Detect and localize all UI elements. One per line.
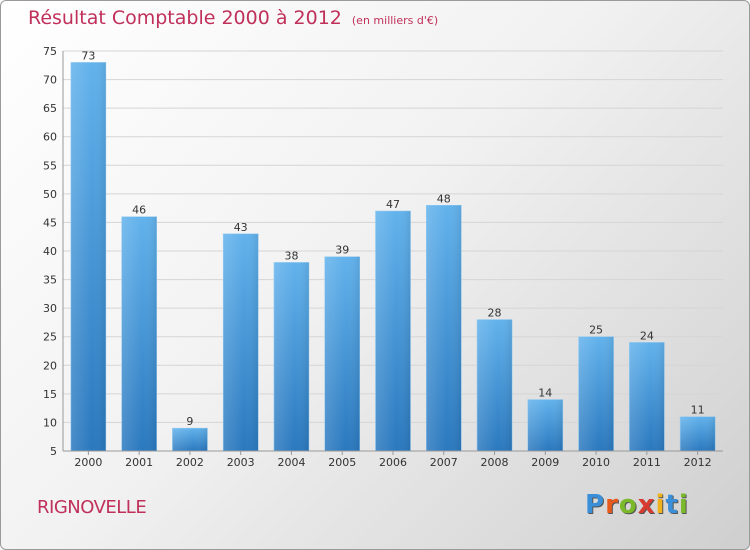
y-axis: 5 10 15 20 25 30 35 40 45 50 55 60 65 70 75	[43, 45, 64, 458]
logo-letter: P	[585, 490, 606, 520]
bar-value-label: 39	[335, 244, 349, 257]
x-tick-label: 2004	[277, 456, 305, 469]
bar-value-label: 43	[234, 221, 248, 234]
y-tick-label: 5	[50, 445, 57, 458]
y-tick-label: 65	[43, 102, 57, 115]
x-tick-label: 2006	[379, 456, 407, 469]
x-axis: 2000 2001 2002 2003 2004 2005 2006 2007 2008 2009…	[63, 450, 723, 469]
y-tick-label: 45	[43, 216, 57, 229]
y-tick-label: 15	[43, 388, 57, 401]
proxiti-logo[interactable]: Proxiti	[585, 490, 689, 520]
logo-letter: i	[678, 490, 689, 520]
x-tick-label: 2012	[684, 456, 712, 469]
bar-value-label: 28	[488, 307, 502, 320]
x-tick-label: 2000	[74, 456, 102, 469]
y-tick-label: 35	[43, 274, 57, 287]
bar-value-label: 9	[186, 415, 193, 428]
bar-shade	[273, 262, 309, 451]
x-tick-label: 2009	[531, 456, 559, 469]
bar-shade	[324, 256, 360, 451]
chart-title: Résultat Comptable 2000 à 2012 (en millie…	[28, 7, 438, 29]
logo-letter: i	[655, 490, 666, 520]
x-tick-label: 2010	[582, 456, 610, 469]
bar-shade	[172, 428, 208, 451]
y-tick-label: 50	[43, 188, 57, 201]
bar-value-label: 48	[437, 192, 451, 205]
y-tick-label: 20	[43, 359, 57, 372]
y-tick-label: 10	[43, 416, 57, 429]
bar-value-label: 47	[386, 198, 400, 211]
logo-letter: t	[665, 490, 679, 520]
bar-shade	[375, 211, 411, 451]
bar-shade	[70, 62, 106, 452]
chart-unit-note: (en milliers d'€)	[351, 14, 439, 27]
x-tick-label: 2005	[328, 456, 356, 469]
bar-value-label: 46	[132, 204, 146, 217]
bar-value-label: 73	[81, 49, 95, 62]
commune-name: RIGNOVELLE	[37, 497, 147, 518]
x-tick-label: 2011	[633, 456, 661, 469]
y-tick-label: 25	[43, 331, 57, 344]
bars: 73 46 9 43 38 39 47 48 28 14 25 24 11	[70, 49, 716, 452]
bar-value-label: 11	[691, 404, 705, 417]
bar-value-label: 24	[640, 329, 654, 342]
x-tick-label: 2002	[176, 456, 204, 469]
bar-shade	[527, 399, 563, 451]
bar-shade	[477, 319, 513, 451]
bar-value-label: 14	[538, 387, 552, 400]
y-tick-label: 70	[43, 74, 57, 87]
x-tick-label: 2003	[227, 456, 255, 469]
logo-letter: x	[637, 490, 656, 520]
y-tick-label: 40	[43, 245, 57, 258]
logo-letter: r	[605, 490, 619, 520]
y-tick-label: 75	[43, 45, 57, 58]
bar-shade	[426, 205, 462, 451]
y-tick-label: 60	[43, 131, 57, 144]
bar-shade	[223, 233, 259, 451]
bar-shade	[121, 216, 157, 451]
logo-letter: o	[618, 490, 638, 520]
bar-value-label: 25	[589, 324, 603, 337]
bar-shade	[680, 416, 716, 451]
x-tick-label: 2001	[125, 456, 153, 469]
chart-title-text: Résultat Comptable 2000 à 2012	[28, 7, 342, 29]
bar-shade	[629, 342, 665, 451]
x-tick-label: 2008	[481, 456, 509, 469]
bar-shade	[578, 336, 614, 451]
y-tick-label: 55	[43, 159, 57, 172]
x-tick-label: 2007	[430, 456, 458, 469]
y-tick-label: 30	[43, 302, 57, 315]
bar-value-label: 38	[284, 249, 298, 262]
